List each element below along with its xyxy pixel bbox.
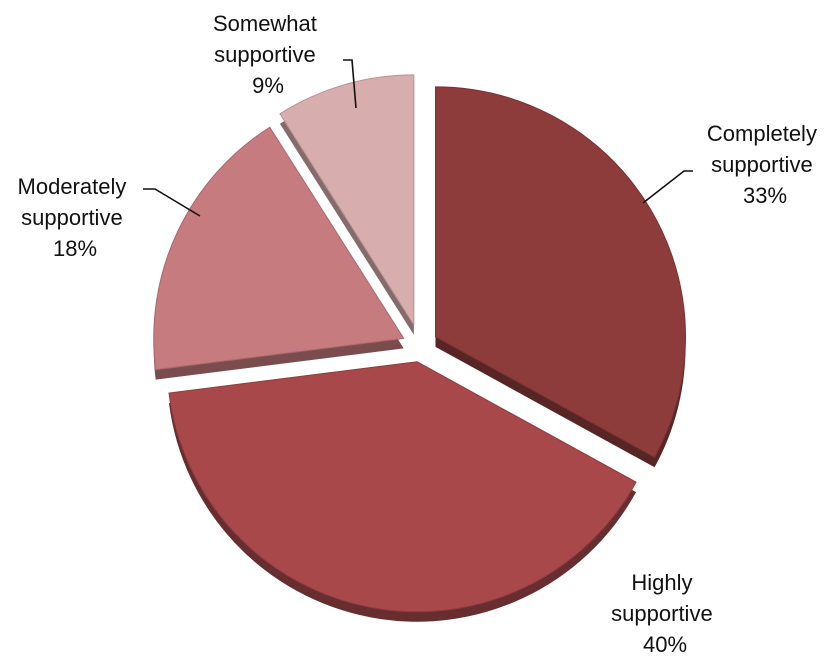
label-highly: Highly supportive 40% (611, 570, 719, 657)
label-somewhat: Somewhat supportive 9% (213, 11, 323, 98)
label-somewhat-line1: Somewhat (213, 11, 317, 36)
label-completely-pct: 33% (743, 183, 787, 208)
pie-slice-top-completely (434, 86, 686, 458)
label-highly-pct: 40% (643, 632, 687, 657)
label-completely: Completely supportive 33% (707, 121, 823, 208)
label-moderately-line1: Moderately (18, 174, 127, 199)
pie-slice-top-moderately (153, 126, 405, 371)
pie-slice-somewhat (279, 74, 415, 335)
pie-slice-top-highly (168, 361, 637, 613)
leader-line-completely (642, 170, 693, 204)
label-completely-line1: Completely (707, 121, 817, 146)
label-completely-line2: supportive (711, 152, 813, 177)
label-moderately: Moderately supportive 18% (18, 174, 133, 261)
pie-slice-top-somewhat (279, 74, 415, 327)
leader-line-moderately (143, 188, 201, 217)
label-moderately-pct: 18% (53, 236, 97, 261)
label-moderately-line2: supportive (21, 205, 123, 230)
pie-slice-highly (168, 361, 637, 622)
label-somewhat-pct: 9% (252, 73, 284, 98)
pie-slice-moderately (153, 126, 405, 380)
pie-slice-completely (434, 86, 686, 468)
label-somewhat-line2: supportive (214, 42, 316, 67)
leader-line-somewhat (343, 59, 357, 109)
label-highly-line2: supportive (611, 601, 713, 626)
pie-slices (153, 74, 686, 622)
label-highly-line1: Highly (631, 570, 692, 595)
